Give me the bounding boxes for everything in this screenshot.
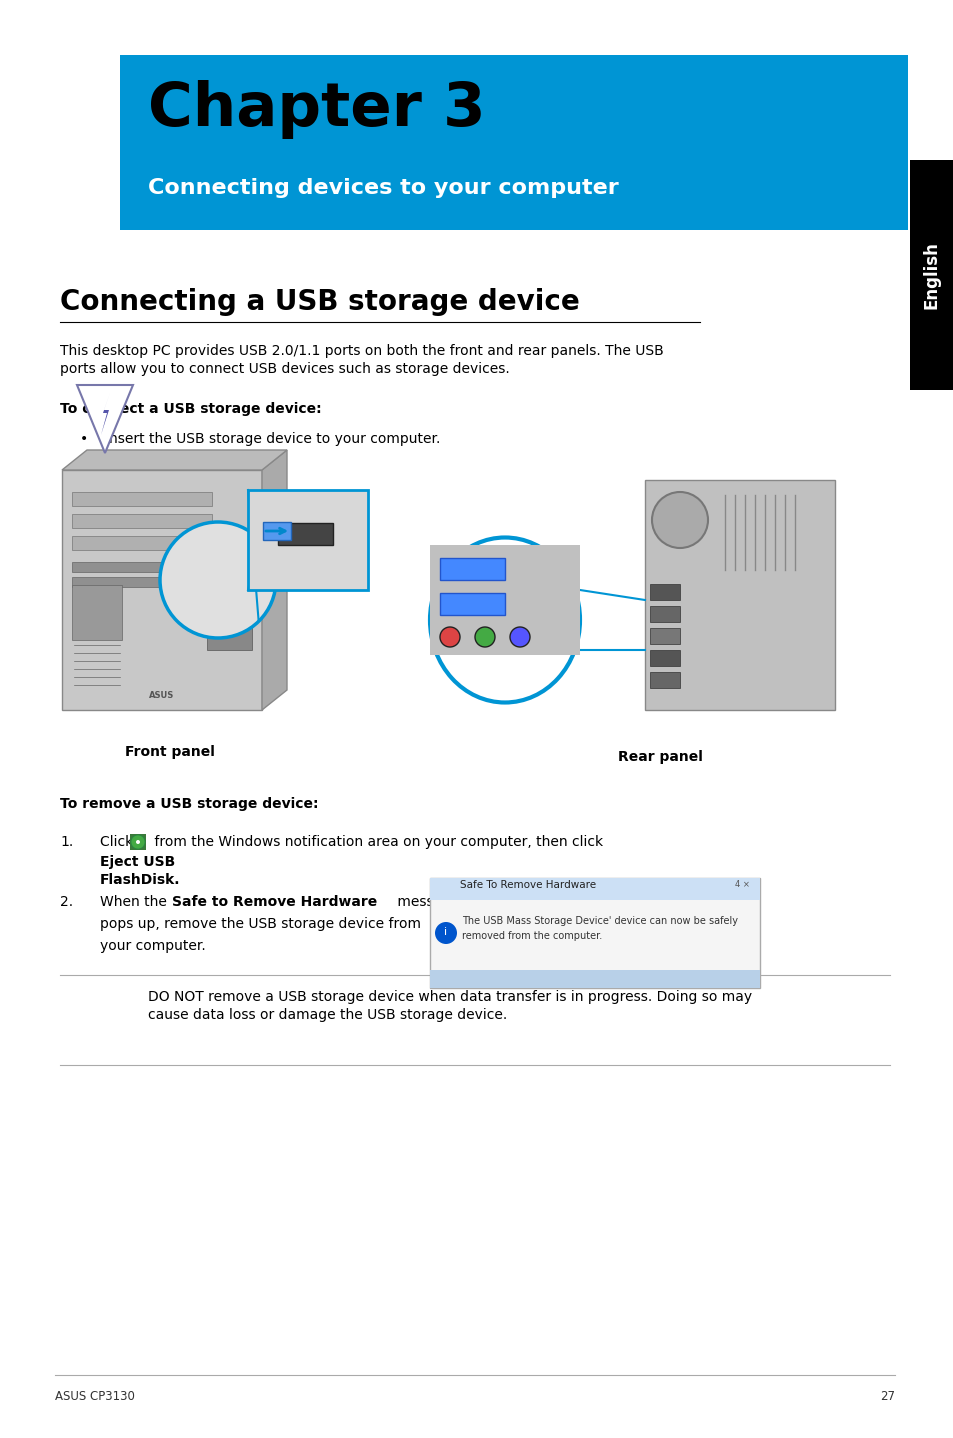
Text: your computer.: your computer. [100,939,206,953]
Text: This desktop PC provides USB 2.0/1.1 ports on both the front and rear panels. Th: This desktop PC provides USB 2.0/1.1 por… [60,344,663,358]
Bar [71,562,172,572]
Bar [248,490,368,590]
Bar [130,834,146,850]
Bar [430,879,760,988]
Text: Front panel: Front panel [125,745,214,759]
Polygon shape [101,390,111,436]
Bar [71,513,212,528]
Text: English: English [923,242,940,309]
Text: To remove a USB storage device:: To remove a USB storage device: [60,797,318,811]
Text: 1.: 1. [60,835,73,848]
Text: ASUS: ASUS [150,692,174,700]
Text: ports allow you to connect USB devices such as storage devices.: ports allow you to connect USB devices s… [60,362,509,375]
Text: Insert the USB storage device to your computer.: Insert the USB storage device to your co… [105,431,440,446]
Text: Click: Click [100,835,137,848]
Bar [430,879,760,900]
Bar [430,545,579,654]
Bar [71,492,212,506]
Bar [71,585,122,640]
Text: DO NOT remove a USB storage device when data transfer is in progress. Doing so m: DO NOT remove a USB storage device when … [148,989,751,1004]
Text: ASUS CP3130: ASUS CP3130 [55,1391,134,1403]
Circle shape [439,627,459,647]
Bar [71,536,212,549]
Text: To connect a USB storage device:: To connect a USB storage device: [60,403,321,416]
Bar [649,605,679,623]
Text: •: • [80,431,89,446]
Circle shape [136,840,140,844]
Bar [649,650,679,666]
Text: cause data loss or damage the USB storage device.: cause data loss or damage the USB storag… [148,1008,507,1022]
Text: 27: 27 [879,1391,894,1403]
Bar [71,577,172,587]
Circle shape [160,522,275,638]
Text: Chapter 3: Chapter 3 [148,81,485,139]
Text: i: i [444,928,447,938]
Polygon shape [62,450,287,470]
Circle shape [131,835,145,848]
Text: removed from the computer.: removed from the computer. [461,930,601,940]
Circle shape [435,922,456,943]
Bar [430,971,760,988]
Text: 2.: 2. [60,894,73,909]
Bar [62,470,262,710]
Text: Connecting a USB storage device: Connecting a USB storage device [60,288,579,316]
Bar [439,558,504,580]
Circle shape [475,627,495,647]
Text: message: message [393,894,459,909]
Bar [909,160,953,390]
Bar [649,628,679,644]
Text: Rear panel: Rear panel [617,751,701,764]
Text: from the Windows notification area on your computer, then click: from the Windows notification area on yo… [150,835,607,848]
Text: Connecting devices to your computer: Connecting devices to your computer [148,178,618,198]
Text: FlashDisk.: FlashDisk. [100,873,180,887]
Polygon shape [262,450,287,710]
Bar [649,584,679,600]
Text: The USB Mass Storage Device' device can now be safely: The USB Mass Storage Device' device can … [461,916,738,926]
Text: pops up, remove the USB storage device from: pops up, remove the USB storage device f… [100,917,420,930]
Text: Safe to Remove Hardware: Safe to Remove Hardware [172,894,376,909]
Bar [277,523,333,545]
Text: Safe To Remove Hardware: Safe To Remove Hardware [459,880,596,890]
Bar [263,522,291,541]
Bar [120,55,907,230]
Bar [644,480,834,710]
Text: Eject USB: Eject USB [100,856,175,869]
Circle shape [651,492,707,548]
Bar [649,672,679,687]
Bar [207,603,252,650]
Text: When the: When the [100,894,172,909]
Circle shape [510,627,530,647]
Polygon shape [77,385,132,453]
Bar [439,592,504,615]
Text: 4 ×: 4 × [734,880,749,889]
